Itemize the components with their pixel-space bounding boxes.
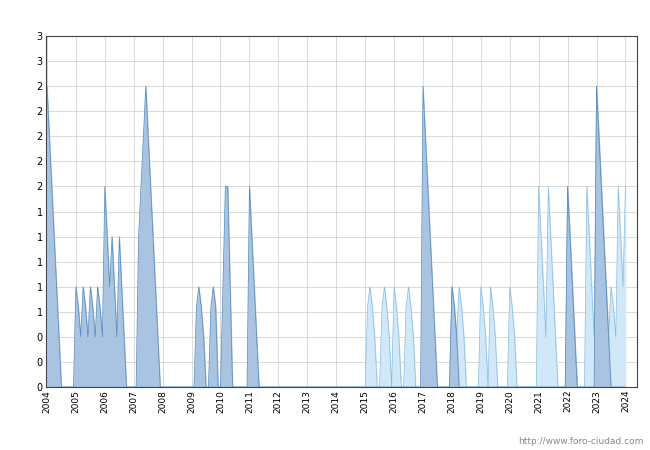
- Text: Caminomorisco - Evolucion del Nº de Transacciones Inmobiliarias: Caminomorisco - Evolucion del Nº de Tran…: [99, 10, 551, 24]
- Text: http://www.foro-ciudad.com: http://www.foro-ciudad.com: [518, 436, 644, 446]
